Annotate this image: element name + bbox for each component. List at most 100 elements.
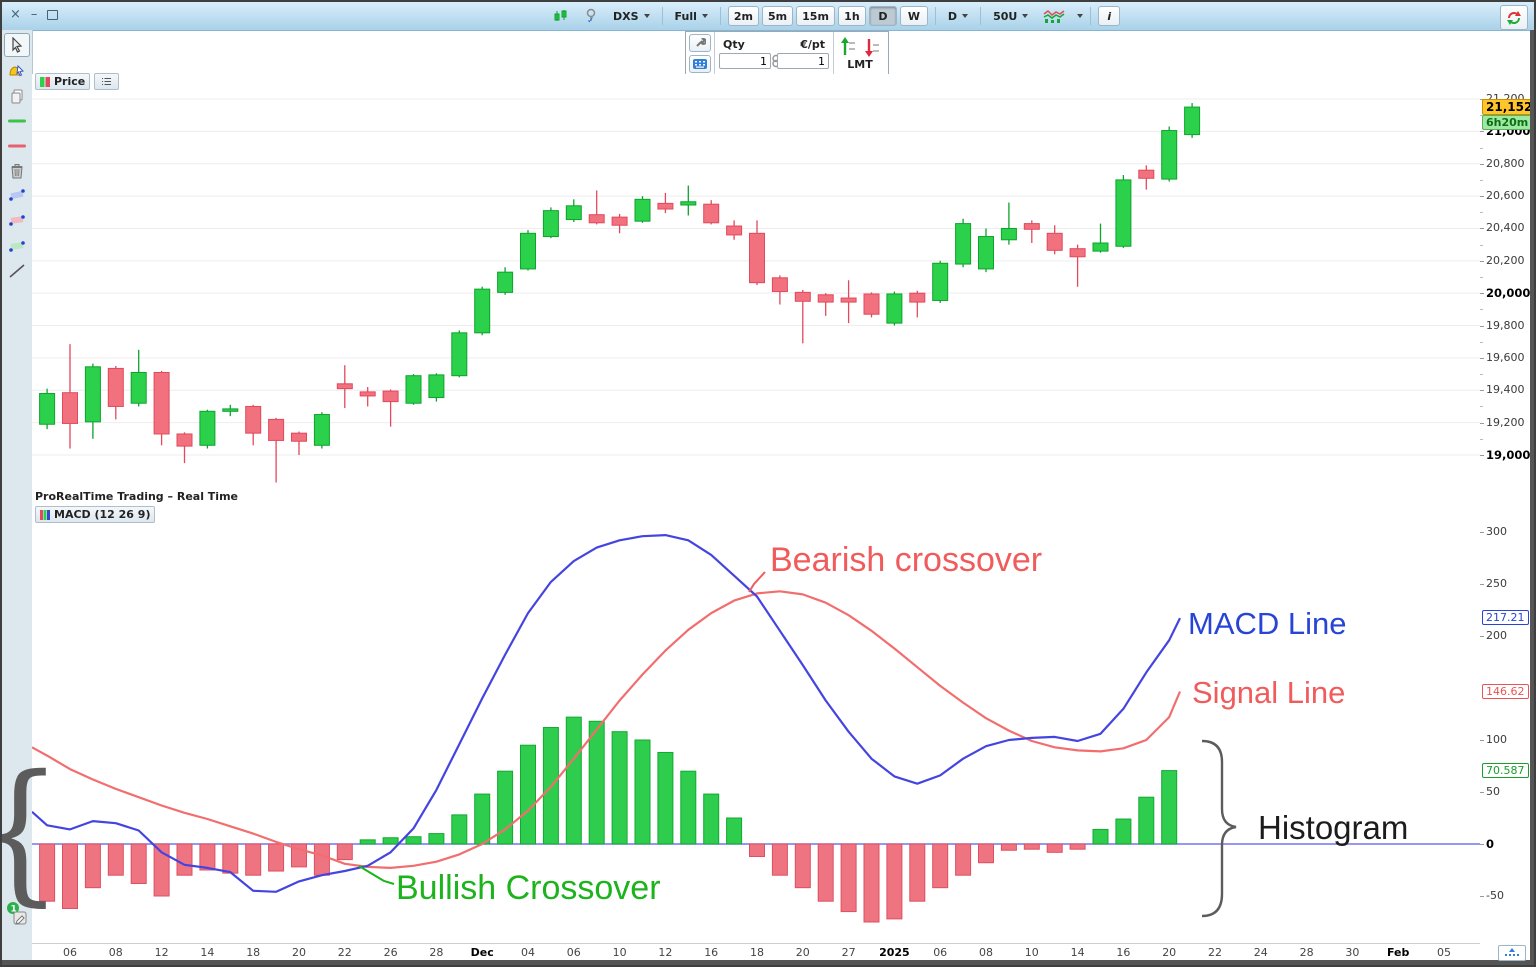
duplicate-tool-button[interactable] [5,85,29,107]
price-pane-menu-button[interactable] [94,73,120,90]
x-axis-label: 18 [750,946,764,959]
timeframe-button-2m[interactable]: 2m [727,6,760,26]
histogram-bar-negative [153,843,170,897]
axis-tick [1480,454,1484,456]
candlestick-style-icon[interactable] [548,7,574,25]
time-remaining-marker: 6h20m [1482,114,1533,130]
info-button[interactable]: i [1098,6,1121,26]
buy-button[interactable] [840,36,856,57]
price-chart-pane[interactable] [32,74,1480,504]
timeframe-button-15m[interactable]: 15m [796,6,835,26]
red-line-icon [8,144,26,148]
histogram-bar-negative [336,843,353,861]
units-selector[interactable]: 50U [988,7,1033,25]
timeframe-button-W[interactable]: W [899,6,928,26]
trendline-tool-button[interactable] [5,260,29,282]
sell-button[interactable] [864,37,880,57]
histogram-bar-negative [199,843,216,871]
per-point-input[interactable] [777,53,829,69]
histogram-bar-positive [703,793,720,845]
order-settings-button[interactable] [689,34,711,52]
histogram-bar-positive [1138,796,1155,845]
price-axis-label: 20,600 [1486,189,1525,203]
price-axis-label: 20,000 [1486,286,1531,301]
refresh-button[interactable] [1500,5,1528,30]
axis-tick [1480,163,1484,165]
x-axis-label: 10 [1024,946,1039,959]
macd-y-axis[interactable]: 300 250 200 100 50 0 -50 217.21 146.62 70.587 [1480,504,1530,943]
histogram-bar-positive [680,770,697,845]
order-type-label: LMT [847,57,873,71]
macd-chart-pane[interactable]: Bearish crossover MACD Line Signal Line Bul… [32,504,1480,943]
wrench-icon [696,38,706,47]
histogram-bar-negative [62,843,78,909]
price-y-axis[interactable]: 21,20021,00020,80020,60020,40020,20020,0… [1480,74,1534,504]
period-selector[interactable]: D [943,7,973,25]
candle-up [405,375,422,404]
green-segment-tool-button[interactable] [5,235,29,257]
axis-tick [1480,390,1484,392]
axis-minor-tick [1480,244,1483,246]
timeframe-button-D[interactable]: D [868,6,897,26]
candle-down [359,391,376,397]
x-axis-label: 20 [292,946,306,959]
instrument-selector[interactable]: DXS [608,7,655,25]
histogram-bar-positive [520,744,536,845]
x-axis-label: 20 [795,946,810,959]
candle-up [680,201,697,206]
x-axis-label: 18 [246,946,261,959]
price-axis-label: 19,200 [1486,415,1525,429]
green-line-tool-button[interactable] [5,110,29,132]
chart-type-icon[interactable] [1038,7,1070,25]
timeframe-button-5m[interactable]: 5m [762,6,794,26]
delete-tool-button[interactable] [5,160,29,182]
price-pane-tab[interactable]: Price [35,73,91,90]
axis-settings-button[interactable] [1498,945,1526,961]
candle-down [336,383,353,390]
axis-tick [1480,636,1484,637]
macd-axis-label: -50 [1486,889,1504,902]
candle-up [932,262,949,301]
cursor-tool-button[interactable] [4,33,30,57]
zoom-range-selector[interactable]: Full [670,7,713,25]
keyboard-button[interactable] [689,55,711,73]
x-axis-label: 14 [1070,946,1085,959]
qty-input[interactable] [719,53,771,69]
axis-tick [1480,293,1484,295]
price-axis-label: 20,200 [1486,253,1525,267]
x-axis-label: 27 [841,946,856,959]
price-axis-label: 19,600 [1486,350,1525,364]
x-axis-label: 30 [1345,946,1360,959]
timeframe-button-1h[interactable]: 1h [837,6,866,26]
alert-tool-button[interactable] [5,60,29,82]
pin-icon[interactable]: ✓ [579,7,603,25]
macd-axis-label: 200 [1486,629,1507,642]
histogram-bar-negative [886,843,903,920]
bullish-crossover-label: Bullish Crossover [396,869,661,907]
red-line-tool-button[interactable] [5,135,29,157]
chart-options-button[interactable]: 1 [4,900,32,930]
macd-axis-label: 0 [1486,837,1495,851]
histogram-bar-negative [222,843,239,874]
candle-up [520,232,536,270]
histogram-bar-negative [955,843,972,876]
candle-down [817,294,834,303]
restore-icon[interactable] [47,9,59,20]
candle-up [497,271,514,293]
histogram-bar-negative [749,843,765,857]
close-icon[interactable]: × [10,7,21,22]
histogram-bar-negative [771,843,788,876]
minimize-icon[interactable]: – [30,7,38,22]
axis-minor-tick [1480,212,1483,214]
x-axis-label: 24 [1253,946,1268,959]
blue-segment-tool-button[interactable] [5,185,29,207]
chevron-down-icon[interactable] [1077,14,1084,18]
red-segment-tool-button[interactable] [5,210,29,232]
time-x-axis[interactable]: 06 08 12 14 18 20 22 26 28 Dec 04 06 10 12 16 18 20 27 202… [32,943,1480,961]
macd-line [32,534,1181,893]
macd-pane-tab-label: MACD (12 26 9) [54,508,151,521]
x-axis-label: Dec [470,946,494,959]
candle-down [268,418,285,441]
macd-pane-tab[interactable]: MACD (12 26 9) [35,506,156,523]
